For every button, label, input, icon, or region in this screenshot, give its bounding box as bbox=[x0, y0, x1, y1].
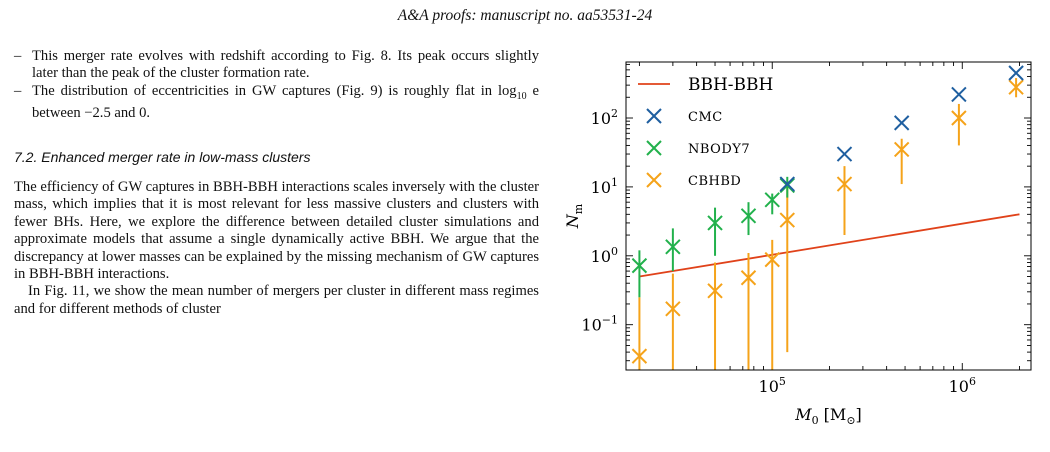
legend: BBH-BBH CMC NBODY7 CBHBD bbox=[638, 75, 773, 189]
data-point bbox=[779, 212, 795, 228]
bullet-text-end: e between −2.5 and 0. bbox=[32, 82, 539, 122]
data-point bbox=[665, 301, 681, 317]
plot-area bbox=[631, 65, 1024, 370]
data-point bbox=[1008, 79, 1024, 95]
y-axis-label: Nm bbox=[563, 203, 585, 229]
legend-label-cmc: CMC bbox=[688, 110, 723, 125]
bullet-text: This merger rate evolves with redshift a… bbox=[32, 48, 539, 82]
data-point bbox=[951, 110, 967, 126]
data-point bbox=[764, 192, 780, 208]
bullet-subscript: 10 bbox=[516, 90, 527, 102]
data-point bbox=[707, 283, 723, 299]
body-paragraph: In Fig. 11, we show the mean number of m… bbox=[14, 283, 539, 317]
legend-swatch-nbody7 bbox=[646, 140, 662, 156]
data-point bbox=[779, 176, 795, 192]
data-point bbox=[764, 251, 780, 268]
y-tick-label: 101 bbox=[591, 176, 618, 197]
data-point bbox=[631, 257, 648, 274]
data-point bbox=[893, 141, 910, 158]
data-point bbox=[951, 86, 967, 103]
series-cbhbd bbox=[631, 78, 1024, 370]
y-axis-label-group: Nm bbox=[563, 203, 585, 229]
bbh-bbh-line bbox=[639, 213, 1020, 278]
page-header: A&A proofs: manuscript no. aa53531-24 bbox=[397, 7, 653, 24]
data-point bbox=[665, 239, 681, 255]
bullet-item: – This merger rate evolves with redshift… bbox=[14, 48, 539, 83]
data-point bbox=[740, 270, 757, 286]
y-tick-label: 100 bbox=[591, 245, 618, 266]
data-point bbox=[740, 208, 757, 224]
y-tick-label: 10−1 bbox=[581, 314, 618, 335]
data-point bbox=[893, 115, 910, 131]
series-cmc bbox=[779, 65, 1024, 192]
legend-label-nbody7: NBODY7 bbox=[688, 142, 750, 157]
legend-swatch-cbhbd bbox=[646, 172, 662, 188]
series-nbody7 bbox=[631, 176, 795, 298]
data-point bbox=[836, 176, 853, 192]
bullet-text: The distribution of eccentricities in GW… bbox=[32, 82, 517, 99]
plot-frame bbox=[625, 61, 1032, 371]
merger-chart: 105 106 10−1 100 101 102 M0 [M⊙] Nm BBH-BBH CMC NB… bbox=[563, 61, 1032, 427]
y-tick-label: 102 bbox=[591, 107, 618, 128]
legend-label-cbhbd: CBHBD bbox=[688, 174, 741, 189]
bullet-dash: – bbox=[14, 82, 22, 99]
x-tick-label: 106 bbox=[949, 375, 976, 396]
legend-swatch-cmc bbox=[646, 108, 662, 124]
data-point bbox=[1008, 65, 1024, 81]
x-tick-label: 105 bbox=[759, 375, 786, 396]
text-column: – This merger rate evolves with redshift… bbox=[14, 48, 539, 318]
bullet-item: – The distribution of eccentricities in … bbox=[14, 83, 539, 123]
body-paragraph: The efficiency of GW captures in BBH-BBH… bbox=[14, 178, 539, 282]
data-point bbox=[707, 215, 723, 231]
axis-ticks bbox=[626, 62, 1031, 370]
data-point bbox=[631, 348, 648, 364]
data-point bbox=[836, 146, 853, 162]
legend-label-bbh: BBH-BBH bbox=[688, 75, 773, 95]
x-axis-label: M0 [M⊙] bbox=[794, 405, 862, 427]
bullet-dash: – bbox=[14, 48, 22, 64]
section-title: 7.2. Enhanced merger rate in low-mass cl… bbox=[14, 148, 311, 165]
